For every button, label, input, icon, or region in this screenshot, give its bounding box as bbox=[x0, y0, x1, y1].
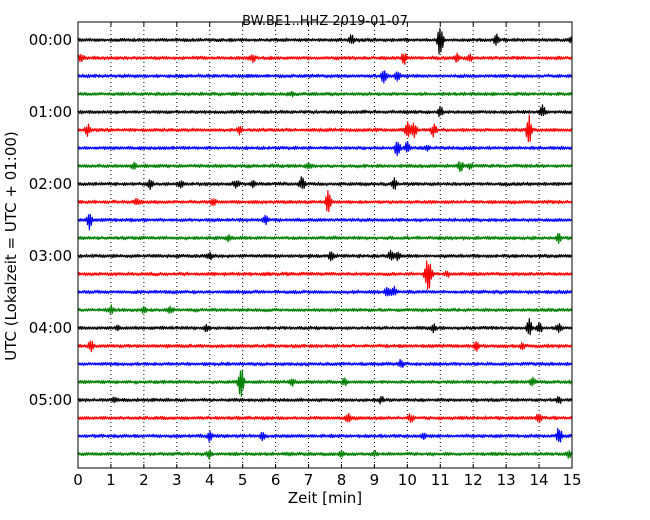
x-tick-label: 10 bbox=[398, 471, 417, 489]
trace-0330 bbox=[77, 285, 573, 297]
trace-0245 bbox=[77, 232, 573, 245]
x-tick-label: 5 bbox=[238, 471, 248, 489]
x-tick-label: 12 bbox=[464, 471, 483, 489]
trace-layer bbox=[77, 28, 573, 460]
x-tick-label: 3 bbox=[172, 471, 182, 489]
trace-0545 bbox=[77, 449, 573, 460]
trace-0315 bbox=[77, 260, 573, 291]
x-tick-label: 4 bbox=[205, 471, 215, 489]
x-tick-label: 7 bbox=[304, 471, 314, 489]
trace-0430 bbox=[77, 358, 573, 368]
trace-0100 bbox=[77, 104, 573, 118]
trace-0445 bbox=[77, 369, 573, 397]
y-tick-label: 01:00 bbox=[29, 103, 72, 121]
x-tick-label: 8 bbox=[337, 471, 347, 489]
y-tick-label: 05:00 bbox=[29, 391, 72, 409]
trace-0200 bbox=[77, 176, 573, 191]
trace-0230 bbox=[77, 213, 573, 231]
x-tick-label: 6 bbox=[271, 471, 281, 489]
x-axis-label: Zeit [min] bbox=[288, 489, 362, 507]
trace-0530 bbox=[77, 427, 573, 443]
trace-0115 bbox=[77, 114, 573, 143]
trace-0000 bbox=[77, 28, 573, 55]
trace-0130 bbox=[77, 141, 573, 157]
x-tick-label: 14 bbox=[530, 471, 549, 489]
x-tick-label: 2 bbox=[139, 471, 149, 489]
y-tick-label: 00:00 bbox=[29, 31, 72, 49]
trace-0045 bbox=[77, 90, 573, 98]
trace-0145 bbox=[77, 161, 573, 173]
x-tick-label: 13 bbox=[497, 471, 516, 489]
trace-0300 bbox=[77, 249, 573, 262]
tick-layer: 0 1 2 3 4 5 6 7 8 9 10 11 12 13 14 1500:0001:0002:0003:… bbox=[29, 22, 582, 489]
trace-0415 bbox=[77, 340, 573, 353]
x-tick-label: 9 bbox=[370, 471, 380, 489]
trace-0400 bbox=[77, 318, 573, 336]
y-tick-label: 03:00 bbox=[29, 247, 72, 265]
trace-0500 bbox=[77, 395, 573, 405]
trace-0030 bbox=[77, 70, 573, 84]
plot-frame bbox=[77, 21, 573, 469]
trace-0015 bbox=[77, 52, 573, 65]
x-tick-label: 11 bbox=[431, 471, 450, 489]
y-axis-label: UTC (Lokalzeit = UTC + 01:00) bbox=[2, 131, 20, 361]
y-tick-label: 02:00 bbox=[29, 175, 72, 193]
x-tick-label: 15 bbox=[562, 471, 581, 489]
trace-0215 bbox=[77, 190, 573, 213]
trace-0515 bbox=[77, 412, 573, 423]
y-tick-label: 04:00 bbox=[29, 319, 72, 337]
x-tick-label: 1 bbox=[106, 471, 116, 489]
x-tick-label: 0 bbox=[73, 471, 83, 489]
trace-0345 bbox=[77, 304, 573, 315]
